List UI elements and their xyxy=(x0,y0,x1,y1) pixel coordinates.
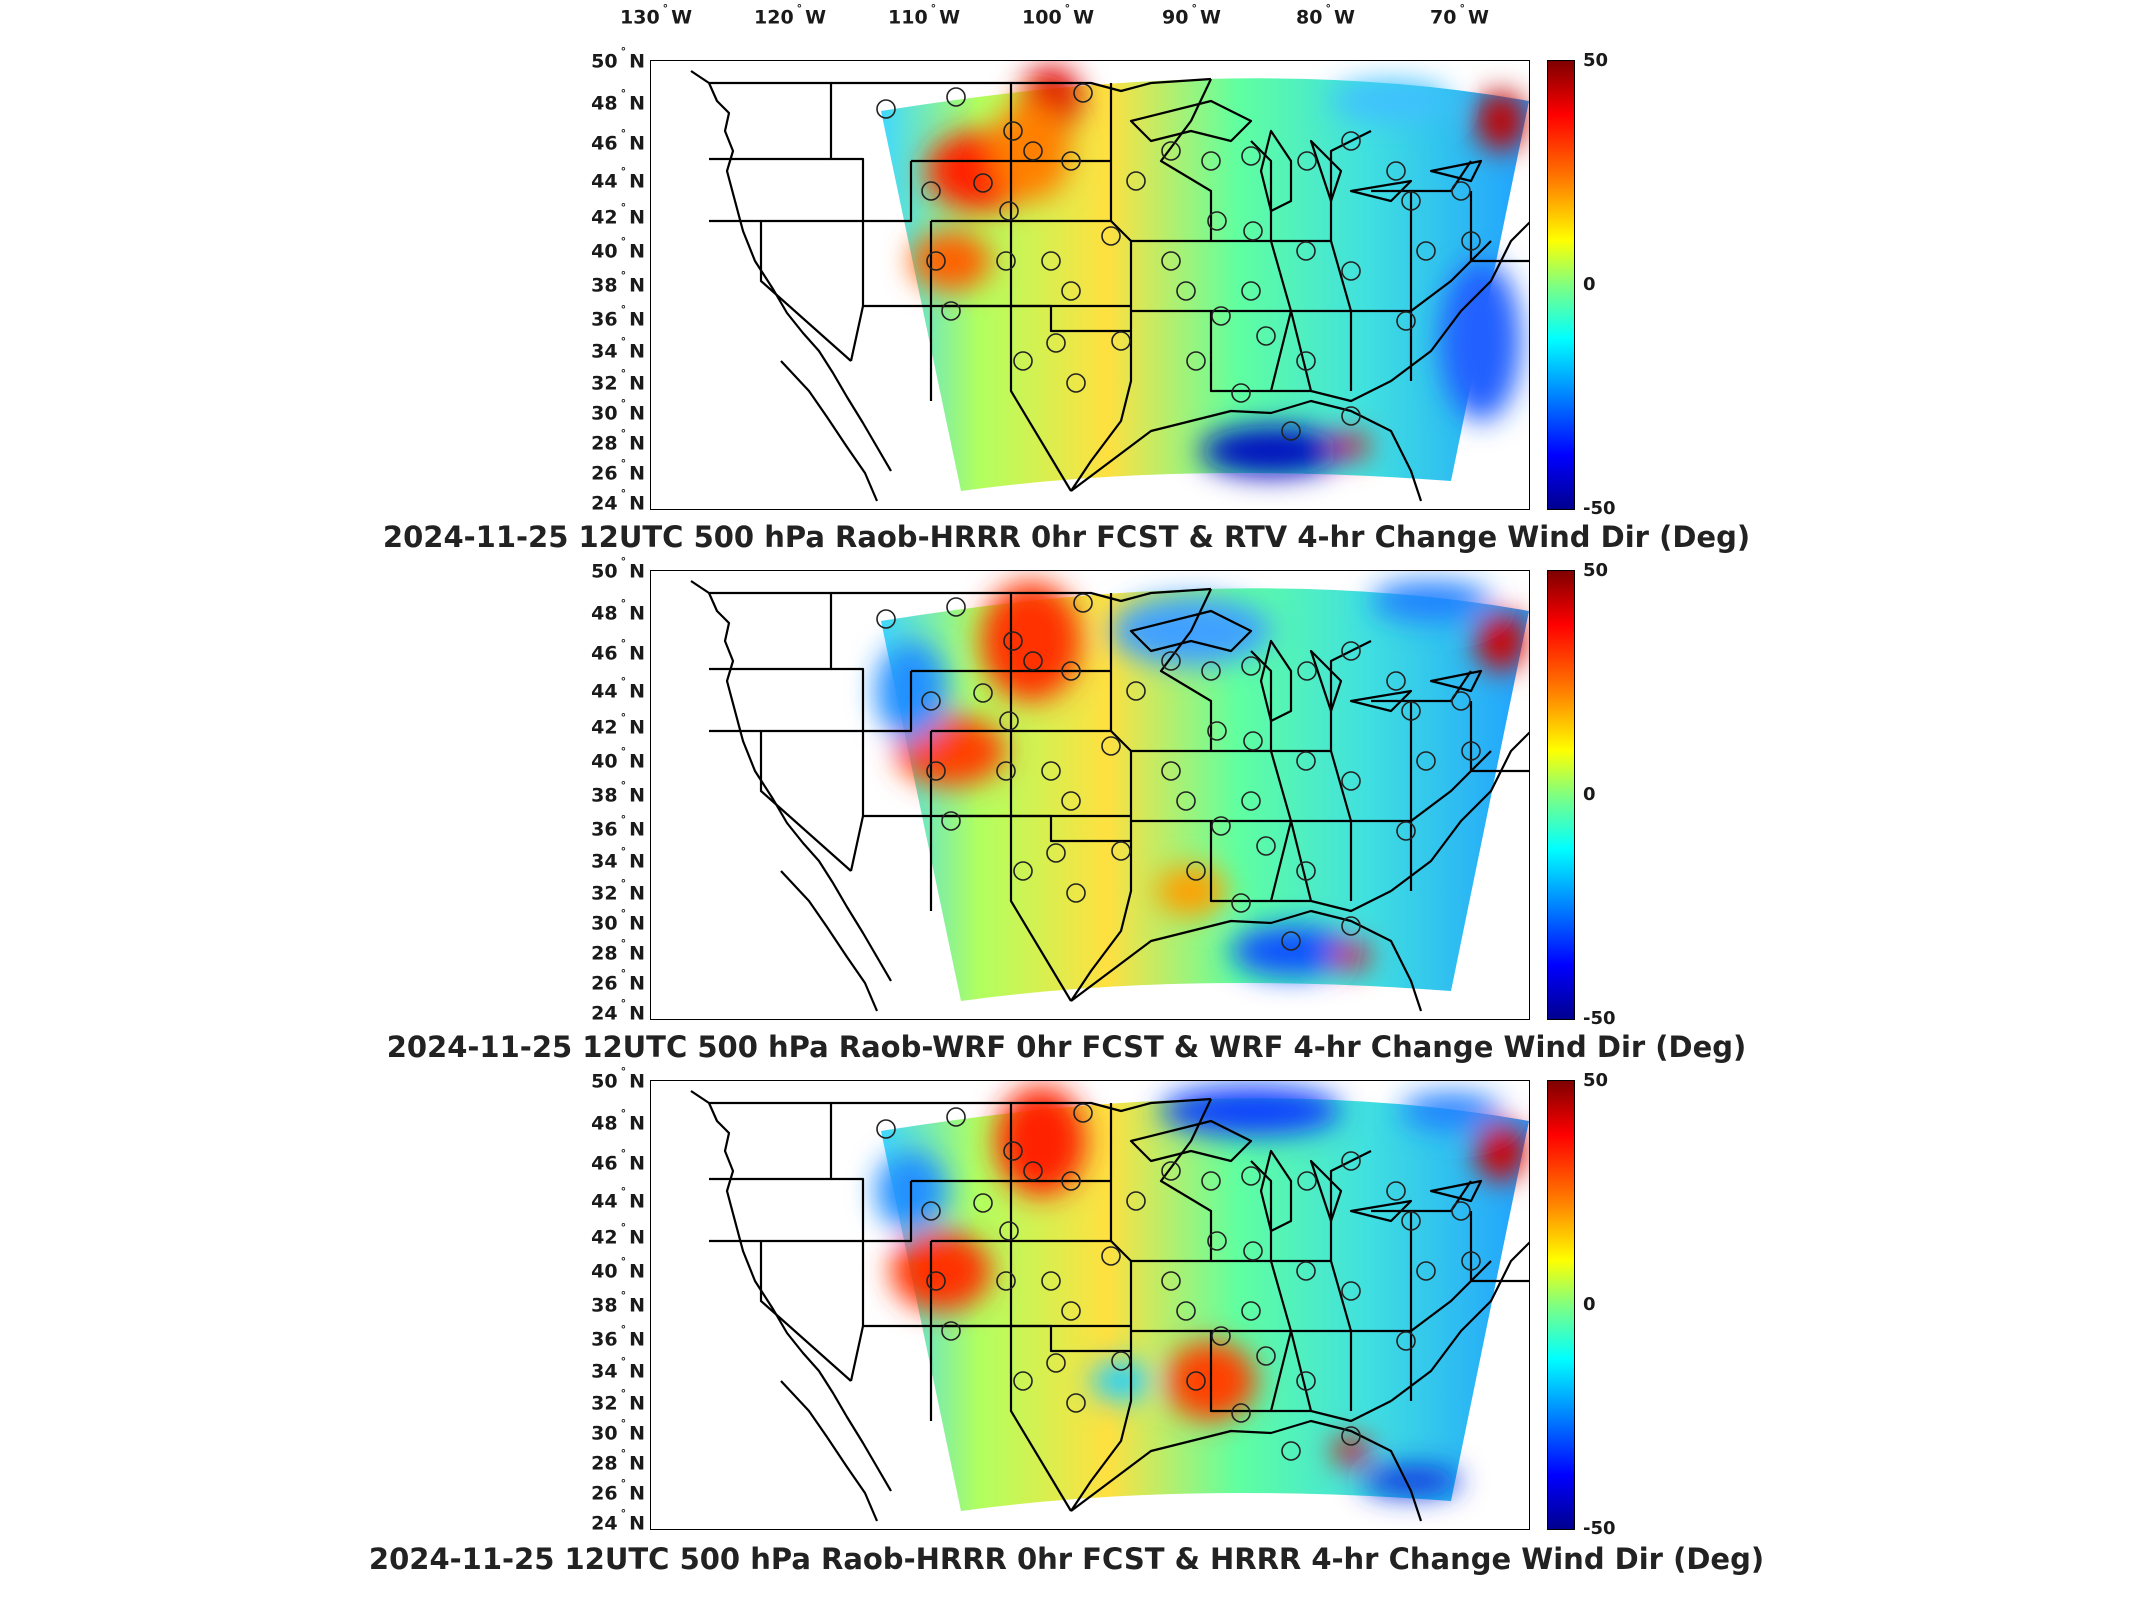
panel-title: 2024-11-25 12UTC 500 hPa Raob-HRRR 0hr F… xyxy=(382,520,1751,554)
lat-label: 26 ° N xyxy=(591,967,645,995)
lat-label: 32 ° N xyxy=(591,1387,645,1415)
map-panel-wrf: 50 ° N 48 ° N 46 ° N 44 ° N 42 ° N 40 ° N 38 ° N 36 ° N … xyxy=(0,555,2133,1080)
lat-label: 26 ° N xyxy=(591,457,645,485)
lat-label: 36 ° N xyxy=(591,303,645,331)
lat-label: 32 ° N xyxy=(591,367,645,395)
lat-label: 50 ° N xyxy=(591,45,645,73)
lat-label: 34 ° N xyxy=(591,1355,645,1383)
colorbar xyxy=(1547,60,1575,510)
lat-label: 34 ° N xyxy=(591,845,645,873)
lat-label: 44 ° N xyxy=(591,675,645,703)
lon-label: 70 ° W xyxy=(1430,2,1489,29)
lon-label: 100 ° W xyxy=(1022,2,1095,29)
lat-label: 48 ° N xyxy=(591,597,645,625)
lon-label: 90 ° W xyxy=(1162,2,1221,29)
lon-label: 80 ° W xyxy=(1296,2,1355,29)
lat-label: 30 ° N xyxy=(591,1417,645,1445)
lat-label: 28 ° N xyxy=(591,937,645,965)
colorbar-mid-label: 0 xyxy=(1583,784,1596,805)
lat-label: 46 ° N xyxy=(591,637,645,665)
lat-label: 28 ° N xyxy=(591,427,645,455)
colorbar-max-label: 50 xyxy=(1583,560,1609,581)
lat-label: 48 ° N xyxy=(591,1107,645,1135)
lon-label: 130 ° W xyxy=(620,2,693,29)
lat-label: 26 ° N xyxy=(591,1477,645,1505)
lat-label: 38 ° N xyxy=(591,779,645,807)
map-panel-rtv: 50 ° N 48 ° N 46 ° N 44 ° N 42 ° N 40 ° N 38 ° N 36 ° N … xyxy=(0,45,2133,570)
colorbar-max-label: 50 xyxy=(1583,50,1609,71)
colorbar-mid-label: 0 xyxy=(1583,1294,1596,1315)
lat-label: 46 ° N xyxy=(591,1147,645,1175)
lat-label: 38 ° N xyxy=(591,269,645,297)
latitude-axis: 50 ° N 48 ° N 46 ° N 44 ° N 42 ° N 40 ° N 38 ° N 36 ° N … xyxy=(555,555,645,1030)
lat-label: 38 ° N xyxy=(591,1289,645,1317)
lat-label: 46 ° N xyxy=(591,127,645,155)
colorbar-min-label: -50 xyxy=(1583,498,1616,519)
panel-title: 2024-11-25 12UTC 500 hPa Raob-WRF 0hr FC… xyxy=(386,1030,1747,1064)
lat-label: 40 ° N xyxy=(591,1255,645,1283)
lat-label: 40 ° N xyxy=(591,745,645,773)
lat-label: 40 ° N xyxy=(591,235,645,263)
colorbar xyxy=(1547,570,1575,1020)
lon-label: 120 ° W xyxy=(754,2,827,29)
latitude-axis: 50 ° N 48 ° N 46 ° N 44 ° N 42 ° N 40 ° N 38 ° N 36 ° N … xyxy=(555,1065,645,1540)
wind-direction-map xyxy=(650,60,1530,510)
latitude-axis: 50 ° N 48 ° N 46 ° N 44 ° N 42 ° N 40 ° N 38 ° N 36 ° N … xyxy=(555,45,645,520)
lat-label: 50 ° N xyxy=(591,555,645,583)
lat-label: 36 ° N xyxy=(591,1323,645,1351)
longitude-axis: 130 ° W 120 ° W 110 ° W 100 ° W 90 ° W 80 ° W 70 ° W xyxy=(0,0,2133,40)
lat-label: 50 ° N xyxy=(591,1065,645,1093)
lat-label: 42 ° N xyxy=(591,1221,645,1249)
lat-label: 36 ° N xyxy=(591,813,645,841)
lat-label: 42 ° N xyxy=(591,201,645,229)
panel-title: 2024-11-25 12UTC 500 hPa Raob-HRRR 0hr F… xyxy=(368,1542,1765,1576)
lat-label: 24 ° N xyxy=(591,1507,645,1535)
lat-label: 24 ° N xyxy=(591,487,645,515)
lat-label: 32 ° N xyxy=(591,877,645,905)
colorbar-min-label: -50 xyxy=(1583,1008,1616,1029)
colorbar xyxy=(1547,1080,1575,1530)
lat-label: 44 ° N xyxy=(591,165,645,193)
lon-label: 110 ° W xyxy=(888,2,961,29)
wind-direction-map xyxy=(650,570,1530,1020)
lat-label: 44 ° N xyxy=(591,1185,645,1213)
lat-label: 34 ° N xyxy=(591,335,645,363)
lat-label: 28 ° N xyxy=(591,1447,645,1475)
colorbar-min-label: -50 xyxy=(1583,1518,1616,1539)
lat-label: 24 ° N xyxy=(591,997,645,1025)
colorbar-max-label: 50 xyxy=(1583,1070,1609,1091)
map-panel-hrrr: 50 ° N 48 ° N 46 ° N 44 ° N 42 ° N 40 ° N 38 ° N 36 ° N … xyxy=(0,1065,2133,1590)
lat-label: 30 ° N xyxy=(591,907,645,935)
wind-direction-map xyxy=(650,1080,1530,1530)
lat-label: 42 ° N xyxy=(591,711,645,739)
lat-label: 30 ° N xyxy=(591,397,645,425)
lat-label: 48 ° N xyxy=(591,87,645,115)
colorbar-mid-label: 0 xyxy=(1583,274,1596,295)
